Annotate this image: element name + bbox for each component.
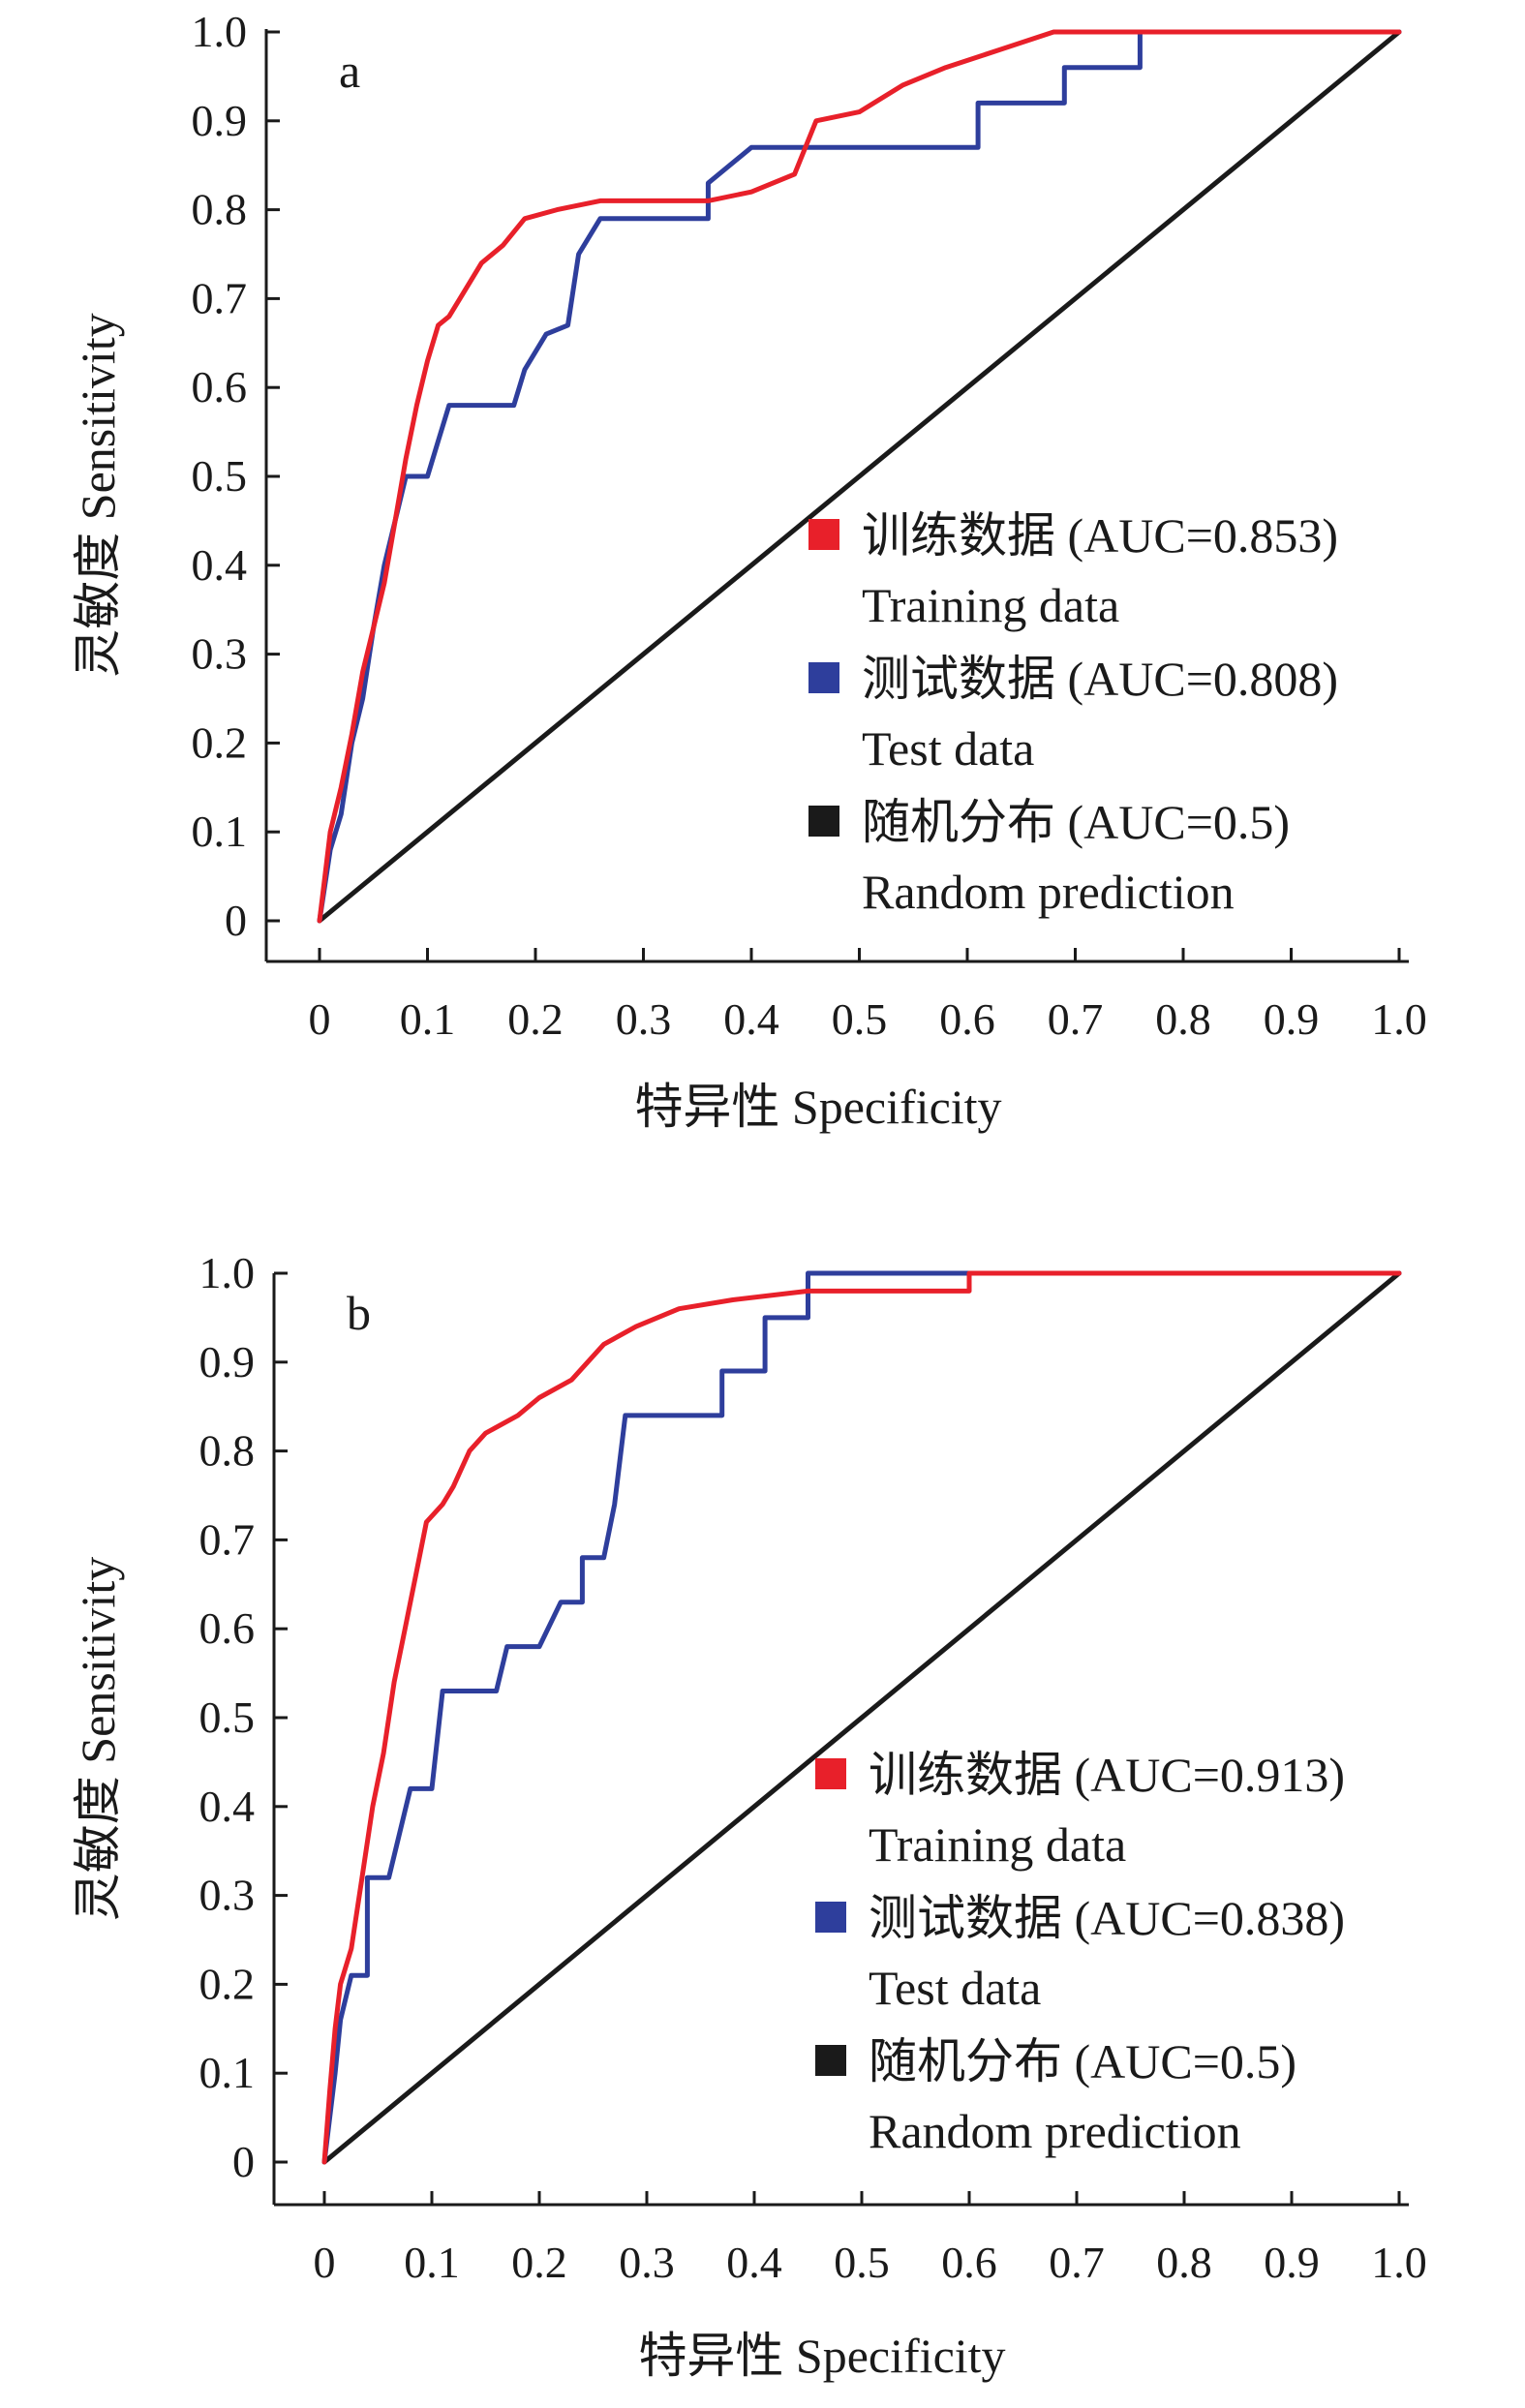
y-axis-title: 灵敏度 Sensitivity	[71, 1557, 125, 1921]
x-tick-label: 0.9	[1264, 2238, 1320, 2287]
x-tick-label: 0.2	[511, 2238, 567, 2287]
x-tick-label: 0	[314, 2238, 336, 2287]
legend-label-en: Test data	[862, 721, 1034, 776]
legend-label: 随机分布 (AUC=0.5)	[862, 795, 1290, 849]
x-tick-label: 0.3	[616, 994, 672, 1044]
y-tick-label: 0	[232, 2137, 255, 2186]
y-tick-label: 0.7	[199, 1514, 256, 1564]
y-tick-label: 0.7	[192, 273, 248, 322]
y-tick-label: 0.6	[192, 362, 248, 411]
x-tick-label: 0.1	[400, 994, 456, 1044]
legend-label-en: Random prediction	[862, 865, 1235, 919]
legend-label-en: Training data	[869, 1817, 1126, 1872]
y-tick-label: 0.8	[199, 1426, 256, 1476]
y-tick-label: 0.2	[192, 717, 248, 767]
y-axis-title: 灵敏度 Sensitivity	[71, 313, 125, 677]
x-axis-title: 特异性 Specificity	[638, 2329, 1005, 2383]
series-line-test	[321, 1270, 1402, 2165]
x-tick-label: 0.5	[834, 2238, 890, 2287]
x-tick-label: 0.7	[1049, 2238, 1105, 2287]
y-tick-label: 1.0	[192, 7, 248, 56]
y-tick-label: 0.9	[192, 96, 248, 145]
chart-panel-a: 0 0.1 0.2 0.3 0.4 0.5 0.6 0.7 0.8 0.9 1.0 0 0.1 0.2 0.…	[71, 7, 1427, 1134]
y-tick-label: 0.4	[192, 540, 248, 590]
x-tick-label: 0.4	[723, 994, 779, 1044]
x-axis-title: 特异性 Specificity	[634, 1080, 1001, 1134]
x-tick-label: 0.6	[941, 2238, 997, 2287]
legend: 训练数据 (AUC=0.913) Training data 测试数据 (AUC=0…	[815, 1748, 1345, 2158]
y-tick-label: 0.1	[199, 2048, 256, 2097]
legend-label-en: Test data	[869, 1961, 1041, 2015]
y-tick-label: 0.5	[199, 1692, 256, 1742]
legend-label: 测试数据 (AUC=0.838)	[869, 1891, 1345, 1945]
legend-label-en: Random prediction	[869, 2104, 1241, 2158]
x-tick-label: 0	[309, 994, 331, 1044]
legend-label: 测试数据 (AUC=0.808)	[862, 652, 1338, 706]
legend-label: 训练数据 (AUC=0.853)	[862, 508, 1338, 563]
y-tick-label: 1.0	[199, 1248, 256, 1297]
legend-swatch-training	[815, 1758, 846, 1789]
y-tick-label: 0.2	[199, 1959, 256, 2008]
x-tick-label: 0.7	[1048, 994, 1104, 1044]
y-tick-label: 0	[225, 896, 247, 945]
x-tick-label: 1.0	[1371, 994, 1427, 1044]
x-tick-label: 0.4	[726, 2238, 782, 2287]
x-tick-label: 0.9	[1264, 994, 1320, 1044]
chart-panel-b: 0 0.1 0.2 0.3 0.4 0.5 0.6 0.7 0.8 0.9 1.0 0 0.1 0.2 0.…	[71, 1248, 1427, 2383]
legend-swatch-test	[815, 1902, 846, 1933]
y-tick-label: 0.8	[192, 185, 248, 234]
x-tick-label: 0.5	[832, 994, 888, 1044]
legend-label: 训练数据 (AUC=0.913)	[869, 1748, 1345, 1802]
y-tick-label: 0.1	[192, 807, 248, 856]
panel-label: a	[339, 44, 360, 98]
series-line-random	[321, 1270, 1402, 2165]
panel-label: b	[347, 1286, 371, 1340]
y-tick-label: 0.6	[199, 1603, 256, 1653]
x-tick-label: 0.1	[404, 2238, 460, 2287]
legend: 训练数据 (AUC=0.853) Training data 测试数据 (AUC=0…	[808, 508, 1338, 919]
y-tick-label: 0.3	[199, 1871, 256, 1920]
x-tick-label: 0.2	[507, 994, 564, 1044]
x-tick-label: 0.8	[1155, 994, 1211, 1044]
x-tick-label: 0.3	[619, 2238, 675, 2287]
legend-swatch-training	[808, 519, 839, 550]
legend-label-en: Training data	[862, 578, 1119, 632]
y-tick-label: 0.9	[199, 1337, 256, 1387]
x-tick-label: 1.0	[1371, 2238, 1427, 2287]
legend-label: 随机分布 (AUC=0.5)	[869, 2034, 1296, 2088]
legend-swatch-test	[808, 662, 839, 693]
x-tick-label: 0.6	[939, 994, 995, 1044]
series-line-training	[317, 29, 1402, 924]
legend-swatch-random	[808, 806, 839, 837]
series-line-training	[321, 1270, 1402, 2165]
y-tick-label: 0.4	[199, 1782, 256, 1831]
x-tick-label: 0.8	[1156, 2238, 1212, 2287]
legend-swatch-random	[815, 2045, 846, 2076]
y-tick-label: 0.3	[192, 629, 248, 679]
y-tick-label: 0.5	[192, 451, 248, 501]
series-line-random	[317, 29, 1402, 924]
